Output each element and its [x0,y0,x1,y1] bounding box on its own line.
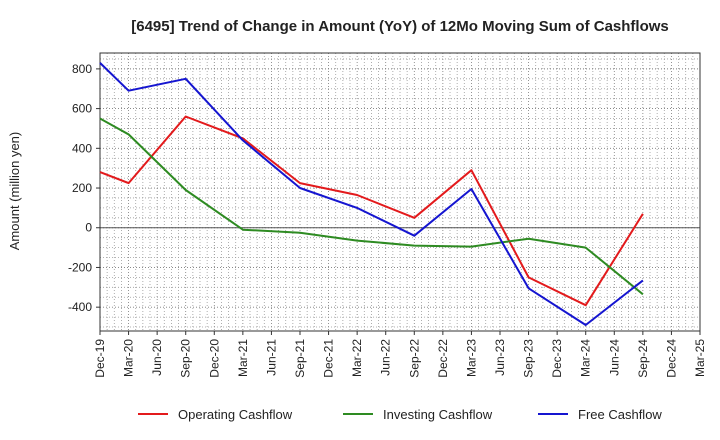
x-tick-label: Jun-20 [150,339,164,376]
x-tick-label: Mar-22 [350,339,364,377]
y-tick-label: -200 [68,260,92,274]
grid [99,53,701,331]
x-tick-label: Jun-23 [493,339,507,376]
plot-frame [99,52,701,332]
x-tick-label: Mar-20 [122,339,136,377]
x-tick-label: Mar-24 [579,339,593,377]
x-tick-label: Mar-23 [464,339,478,377]
y-tick-label: 600 [72,102,92,116]
x-tick-label: Dec-19 [93,339,107,378]
x-tick-label: Sep-20 [179,339,193,378]
series-line-free-cashflow [99,62,644,326]
legend-label: Investing Cashflow [383,407,493,422]
x-tick-label: Dec-22 [436,339,450,378]
y-tick-label: 0 [85,221,92,235]
x-tick-label: Dec-24 [664,339,678,378]
axes: -400 -200 0 200 400 600 800 Dec-19 Mar-20 Jun-20 S… [68,52,707,378]
x-tick-label: Dec-20 [207,339,221,378]
x-tick-label: Mar-21 [236,339,250,377]
x-tick-label: Sep-23 [522,339,536,378]
x-tick-label: Jun-21 [264,339,278,376]
y-tick-label: -400 [68,300,92,314]
y-tick-label: 800 [72,62,92,76]
legend: Operating Cashflow Investing Cashflow Free… [138,407,662,422]
x-tick-label: Dec-21 [322,339,336,378]
x-tick-label: Mar-25 [693,339,707,377]
legend-label: Operating Cashflow [178,407,293,422]
y-tick-label: 200 [72,181,92,195]
chart-title: [6495] Trend of Change in Amount (YoY) o… [131,18,669,35]
series-line-investing-cashflow [99,117,644,296]
legend-label: Free Cashflow [578,407,662,422]
x-tick-label: Sep-24 [636,339,650,378]
series-line-operating-cashflow [99,115,644,307]
series-lines [99,62,644,326]
x-tick-label: Jun-24 [607,339,621,376]
x-tick-label: Jun-22 [379,339,393,376]
x-tick-label: Sep-22 [407,339,421,378]
y-tick-label: 400 [72,141,92,155]
x-tick-label: Dec-23 [550,339,564,378]
x-tick-label: Sep-21 [293,339,307,378]
y-axis-label: Amount (million yen) [7,132,22,251]
